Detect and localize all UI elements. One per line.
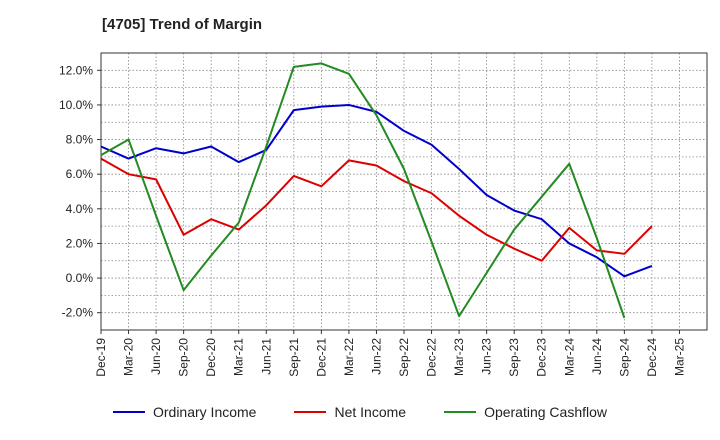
y-tick-label: -2.0%	[62, 306, 94, 320]
x-tick-label: Sep-23	[507, 338, 521, 377]
legend-label-net-income: Net Income	[334, 404, 407, 420]
legend-item-ordinary-income: Ordinary Income	[112, 404, 257, 420]
x-tick-label: Dec-24	[645, 338, 659, 377]
y-tick-label: 0.0%	[66, 271, 94, 285]
y-tick-label: 10.0%	[59, 98, 93, 112]
y-tick-label: 12.0%	[59, 63, 93, 77]
legend-item-net-income: Net Income	[294, 404, 406, 420]
x-tick-label: Sep-21	[287, 338, 301, 377]
x-tick-label: Jun-24	[590, 338, 604, 375]
legend-label-ordinary-income: Ordinary Income	[152, 404, 257, 420]
x-tick-label: Dec-19	[94, 338, 108, 377]
legend-swatch-ordinary-income	[112, 411, 145, 413]
legend-swatch-operating-cashflow	[444, 411, 477, 413]
x-tick-label: Mar-20	[122, 338, 136, 376]
x-tick-label: Mar-24	[562, 338, 576, 376]
x-tick-label: Dec-22	[425, 338, 439, 377]
x-tick-label: Dec-23	[535, 338, 549, 377]
legend: Ordinary Income Net Income Operating Cas…	[0, 404, 720, 420]
legend-swatch-net-income	[294, 411, 327, 413]
legend-item-operating-cashflow: Operating Cashflow	[444, 404, 607, 420]
legend-label-operating-cashflow: Operating Cashflow	[484, 404, 608, 420]
x-tick-label: Mar-23	[452, 338, 466, 376]
x-tick-label: Jun-23	[480, 338, 494, 375]
y-tick-label: 4.0%	[66, 202, 94, 216]
x-tick-label: Mar-22	[342, 338, 356, 376]
x-tick-label: Mar-21	[232, 338, 246, 376]
x-tick-label: Jun-22	[369, 338, 383, 375]
x-tick-label: Dec-20	[204, 338, 218, 377]
x-tick-label: Sep-22	[397, 338, 411, 377]
x-tick-label: Sep-20	[177, 338, 191, 377]
chart-title: [4705] Trend of Margin	[102, 16, 263, 33]
x-tick-label: Mar-25	[672, 338, 686, 376]
x-tick-label: Jun-20	[149, 338, 163, 375]
y-tick-label: 2.0%	[66, 236, 94, 250]
x-tick-label: Jun-21	[259, 338, 273, 375]
x-tick-label: Sep-24	[617, 338, 631, 377]
series-line-operating-cashflow	[100, 62, 626, 319]
y-tick-label: 8.0%	[66, 133, 94, 147]
x-tick-label: Dec-21	[314, 338, 328, 377]
y-tick-label: 6.0%	[66, 167, 94, 181]
